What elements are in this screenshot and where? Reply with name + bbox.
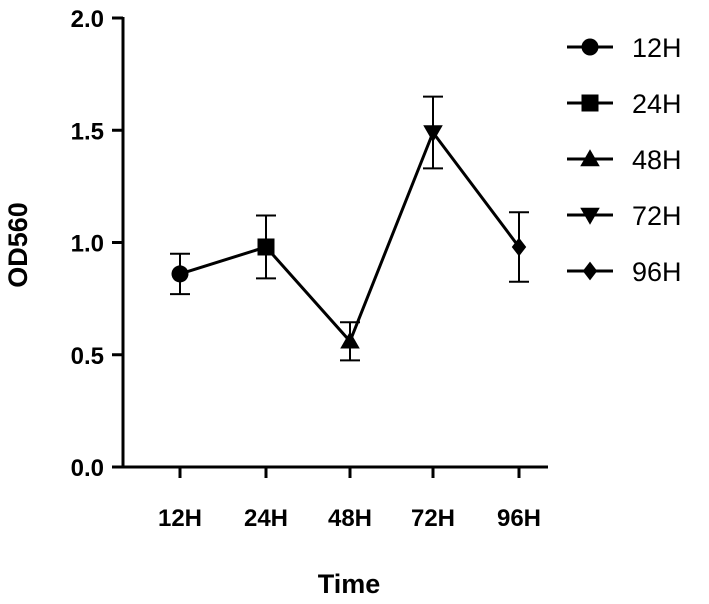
x-axis-label: Time: [318, 569, 381, 599]
y-tick-label: 1.0: [71, 231, 104, 258]
series-line: [179, 129, 521, 345]
data-point-24H: [257, 238, 275, 256]
x-tick-label: 48H: [328, 505, 372, 532]
y-tick-label: 0.5: [71, 343, 104, 370]
legend-marker-48H: [580, 149, 600, 167]
x-tick-label: 24H: [244, 505, 288, 532]
y-tick-label: 2.0: [71, 6, 104, 33]
legend-label: 48H: [632, 145, 682, 175]
legend-label: 96H: [632, 257, 682, 287]
legend-label: 12H: [632, 33, 682, 63]
legend-marker-24H: [581, 94, 599, 112]
legend-label: 72H: [632, 201, 682, 231]
x-tick-label: 72H: [411, 505, 455, 532]
legend-marker-72H: [580, 207, 600, 225]
series: [170, 95, 529, 362]
legend-label: 24H: [632, 89, 682, 119]
y-axis-label: OD560: [3, 202, 33, 288]
y-tick-label: 0.0: [71, 455, 104, 482]
axes: 0.0 0.5 1.0 1.5 2.0 12H 24H 48H 72H 96H: [71, 6, 548, 532]
legend: 12H 24H 48H 72H 96H: [567, 33, 682, 287]
data-point-96H: [511, 237, 527, 257]
y-tick-label: 1.5: [71, 118, 104, 145]
data-point-72H: [423, 125, 443, 143]
legend-marker-12H: [581, 38, 599, 56]
data-point-48H: [340, 331, 360, 349]
data-point-12H: [171, 265, 189, 283]
x-tick-label: 96H: [497, 505, 541, 532]
legend-marker-96H: [582, 261, 598, 281]
x-tick-label: 12H: [158, 505, 202, 532]
